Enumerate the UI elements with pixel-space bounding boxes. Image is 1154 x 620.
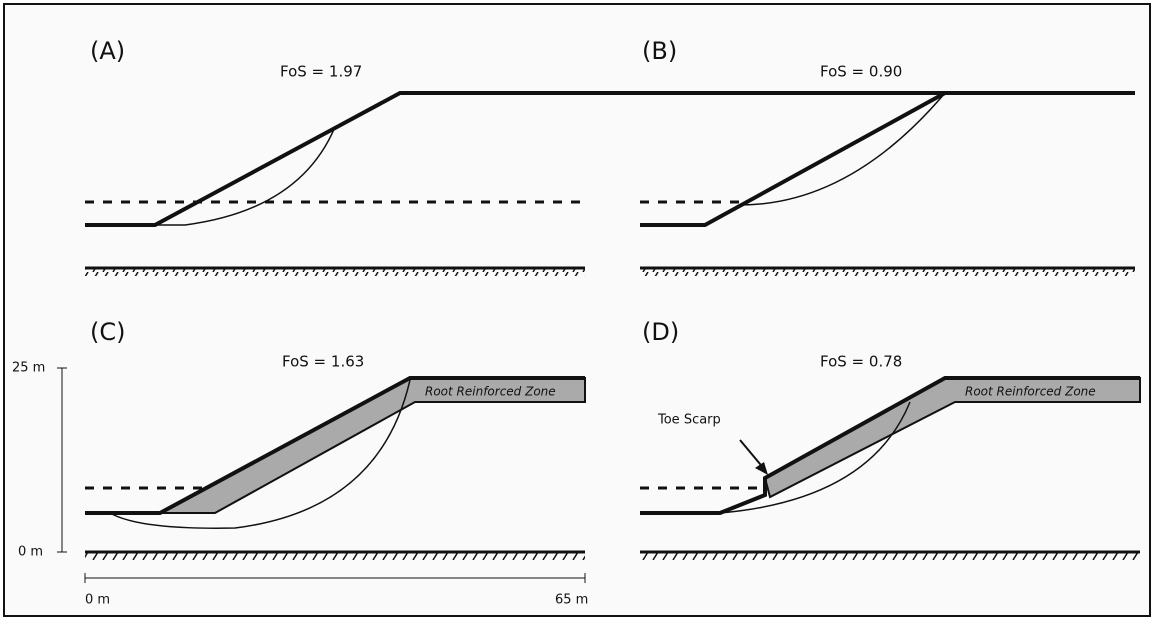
- fos-label: FoS = 0.90: [820, 63, 902, 81]
- slip-surface: [739, 92, 946, 206]
- fos-label: FoS = 0.78: [820, 353, 902, 371]
- panel-d: (D) FoS = 0.78 Root Reinforced Zone Toe …: [640, 318, 1141, 560]
- frame: [3, 3, 1151, 617]
- slope: [85, 376, 585, 515]
- slip-surface: [719, 401, 911, 514]
- panel-a: (A) FoS = 1.97: [85, 37, 1085, 276]
- zone-label: Root Reinforced Zone: [965, 385, 1096, 399]
- hatch: [640, 553, 1140, 560]
- slope: [640, 91, 1135, 227]
- scale-label: 65 m: [555, 593, 588, 608]
- hatch: [85, 553, 585, 560]
- scale-label: 25 m: [12, 361, 45, 376]
- panel-label: (D): [642, 318, 679, 346]
- panel-label: (C): [90, 318, 125, 346]
- zone-label: Root Reinforced Zone: [425, 385, 556, 399]
- scale: 25 m 0 m 0 m 65 m: [12, 361, 588, 608]
- hatch: [85, 269, 585, 276]
- scale-label: 0 m: [18, 545, 43, 560]
- slope: [640, 376, 1140, 515]
- slip-surface: [109, 379, 411, 529]
- hatch: [640, 269, 1135, 276]
- panel-b: (B) FoS = 0.90: [640, 37, 1135, 276]
- panel-label: (B): [642, 37, 677, 65]
- panel-label: (A): [90, 37, 125, 65]
- slope: [85, 91, 1085, 227]
- slip-surface: [155, 126, 336, 226]
- fos-label: FoS = 1.63: [282, 353, 364, 371]
- fos-label: FoS = 1.97: [280, 63, 362, 81]
- panel-c: (C) FoS = 1.63 Root Reinforced Zone: [85, 318, 586, 560]
- scale-label: 0 m: [85, 593, 110, 608]
- arrow-head: [755, 462, 768, 475]
- annotation: Toe Scarp: [657, 413, 721, 428]
